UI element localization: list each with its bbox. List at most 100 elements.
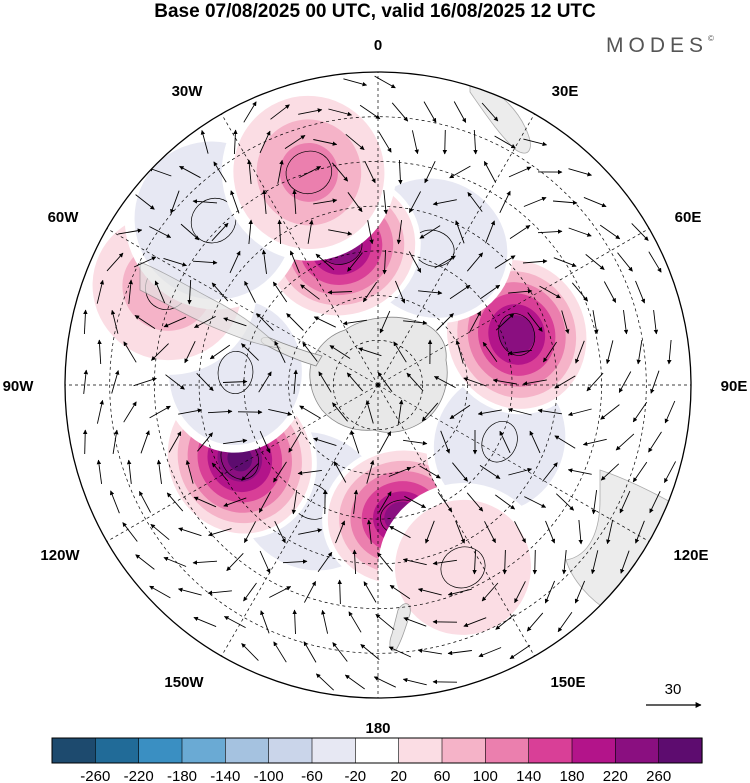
wind-vector bbox=[404, 495, 426, 509]
wind-vector bbox=[126, 459, 132, 484]
wind-vector bbox=[481, 102, 499, 122]
new-zealand bbox=[389, 603, 411, 652]
wind-vector bbox=[403, 320, 428, 326]
wind-vector bbox=[631, 223, 649, 241]
wind-vector bbox=[432, 559, 457, 566]
wind-vector bbox=[259, 430, 271, 454]
wind-vector bbox=[481, 582, 499, 602]
wind-vector bbox=[452, 462, 468, 482]
wind-vector bbox=[333, 461, 347, 483]
wind-vector bbox=[382, 249, 387, 275]
meridian-line bbox=[106, 384, 379, 542]
colorbar-tick-label: -140 bbox=[210, 768, 240, 783]
wind-vector bbox=[402, 558, 427, 566]
wind-vector bbox=[632, 461, 648, 483]
wind-vector bbox=[485, 220, 496, 244]
wind-vector bbox=[347, 252, 363, 272]
wind-vector bbox=[192, 560, 218, 565]
wind-vector bbox=[434, 376, 456, 388]
wind-vector bbox=[168, 431, 182, 453]
wind-vector bbox=[318, 371, 332, 393]
wind-vector bbox=[398, 159, 403, 185]
colorbar-tick-label: 20 bbox=[390, 768, 407, 783]
wind-vector bbox=[133, 377, 157, 387]
wind-vector bbox=[479, 284, 501, 300]
wind-vector bbox=[526, 612, 544, 632]
wind-vector bbox=[568, 227, 592, 237]
colorbar-tick-label: -260 bbox=[80, 768, 110, 783]
wind-vector bbox=[166, 492, 184, 512]
colorbar-tick-label: 140 bbox=[516, 768, 541, 783]
label-120e: 120E bbox=[673, 547, 708, 564]
wind-vector bbox=[122, 522, 138, 542]
wind-vector bbox=[193, 616, 217, 628]
wind-vector bbox=[365, 400, 374, 424]
wind-vector bbox=[348, 611, 362, 633]
wind-vector bbox=[393, 341, 407, 363]
wind-vector bbox=[499, 430, 511, 453]
south-pole-dot bbox=[376, 383, 380, 387]
wind-vector bbox=[277, 219, 282, 245]
wind-vector bbox=[313, 437, 337, 447]
wind-vector bbox=[289, 250, 300, 274]
wind-vector bbox=[274, 521, 286, 544]
wind-vector bbox=[96, 399, 104, 424]
wind-vector bbox=[163, 556, 187, 567]
wind-vector bbox=[447, 588, 472, 597]
wind-vector bbox=[313, 316, 336, 328]
wind-vector bbox=[472, 549, 477, 575]
wind-vector bbox=[259, 550, 271, 574]
wind-vector bbox=[378, 131, 392, 153]
wind-vector bbox=[343, 78, 368, 87]
wind-vector bbox=[544, 580, 556, 604]
wind-vector bbox=[467, 192, 483, 212]
map-title: Base 07/08/2025 00 UTC, valid 16/08/2025… bbox=[154, 1, 596, 22]
wind-vector bbox=[332, 642, 348, 662]
wind-vector bbox=[600, 463, 620, 481]
wind-vector bbox=[545, 520, 556, 544]
wind-vector bbox=[133, 256, 157, 268]
wind-vector bbox=[362, 281, 378, 303]
wind-vector bbox=[650, 370, 660, 394]
wind-vector bbox=[258, 371, 272, 393]
wind-vector bbox=[180, 223, 200, 241]
wind-vector bbox=[388, 466, 412, 477]
wind-vector bbox=[537, 229, 563, 234]
wind-vector bbox=[479, 465, 501, 479]
wind-vector bbox=[561, 310, 570, 334]
wind-vector bbox=[636, 340, 643, 365]
wind-vector bbox=[222, 379, 248, 384]
wind-vector bbox=[483, 161, 497, 183]
wind-vector bbox=[508, 289, 533, 294]
colorbar-swatch bbox=[398, 737, 443, 764]
wind-vector bbox=[224, 616, 246, 628]
wind-vector bbox=[508, 166, 532, 178]
wind-vector bbox=[196, 372, 214, 392]
wind-vector bbox=[495, 313, 515, 331]
wind-vector bbox=[623, 310, 629, 335]
wind-vector bbox=[209, 344, 231, 360]
wind-vector bbox=[561, 550, 567, 575]
colorbar-swatch bbox=[311, 737, 356, 764]
colorbar-swatch bbox=[51, 737, 96, 764]
wind-vector bbox=[149, 226, 172, 238]
wind-vector bbox=[618, 371, 632, 393]
wind-vector bbox=[523, 138, 548, 147]
wind-vector bbox=[600, 404, 620, 420]
wind-vector bbox=[366, 519, 372, 544]
wind-vector bbox=[417, 648, 442, 655]
wind-vector bbox=[148, 167, 172, 177]
wind-vector bbox=[193, 496, 217, 508]
wind-vector bbox=[524, 496, 547, 508]
africa-tip bbox=[469, 77, 531, 154]
wind-vector bbox=[352, 549, 357, 575]
wind-vector bbox=[149, 405, 171, 419]
wind-vector bbox=[447, 650, 472, 656]
wind-vector bbox=[273, 641, 287, 663]
colorbar-swatch bbox=[615, 737, 660, 764]
wind-vector bbox=[293, 369, 298, 395]
wind-vector bbox=[298, 528, 323, 535]
wind-vector bbox=[424, 161, 436, 184]
wind-vector bbox=[406, 372, 424, 392]
wind-vector bbox=[617, 252, 633, 272]
